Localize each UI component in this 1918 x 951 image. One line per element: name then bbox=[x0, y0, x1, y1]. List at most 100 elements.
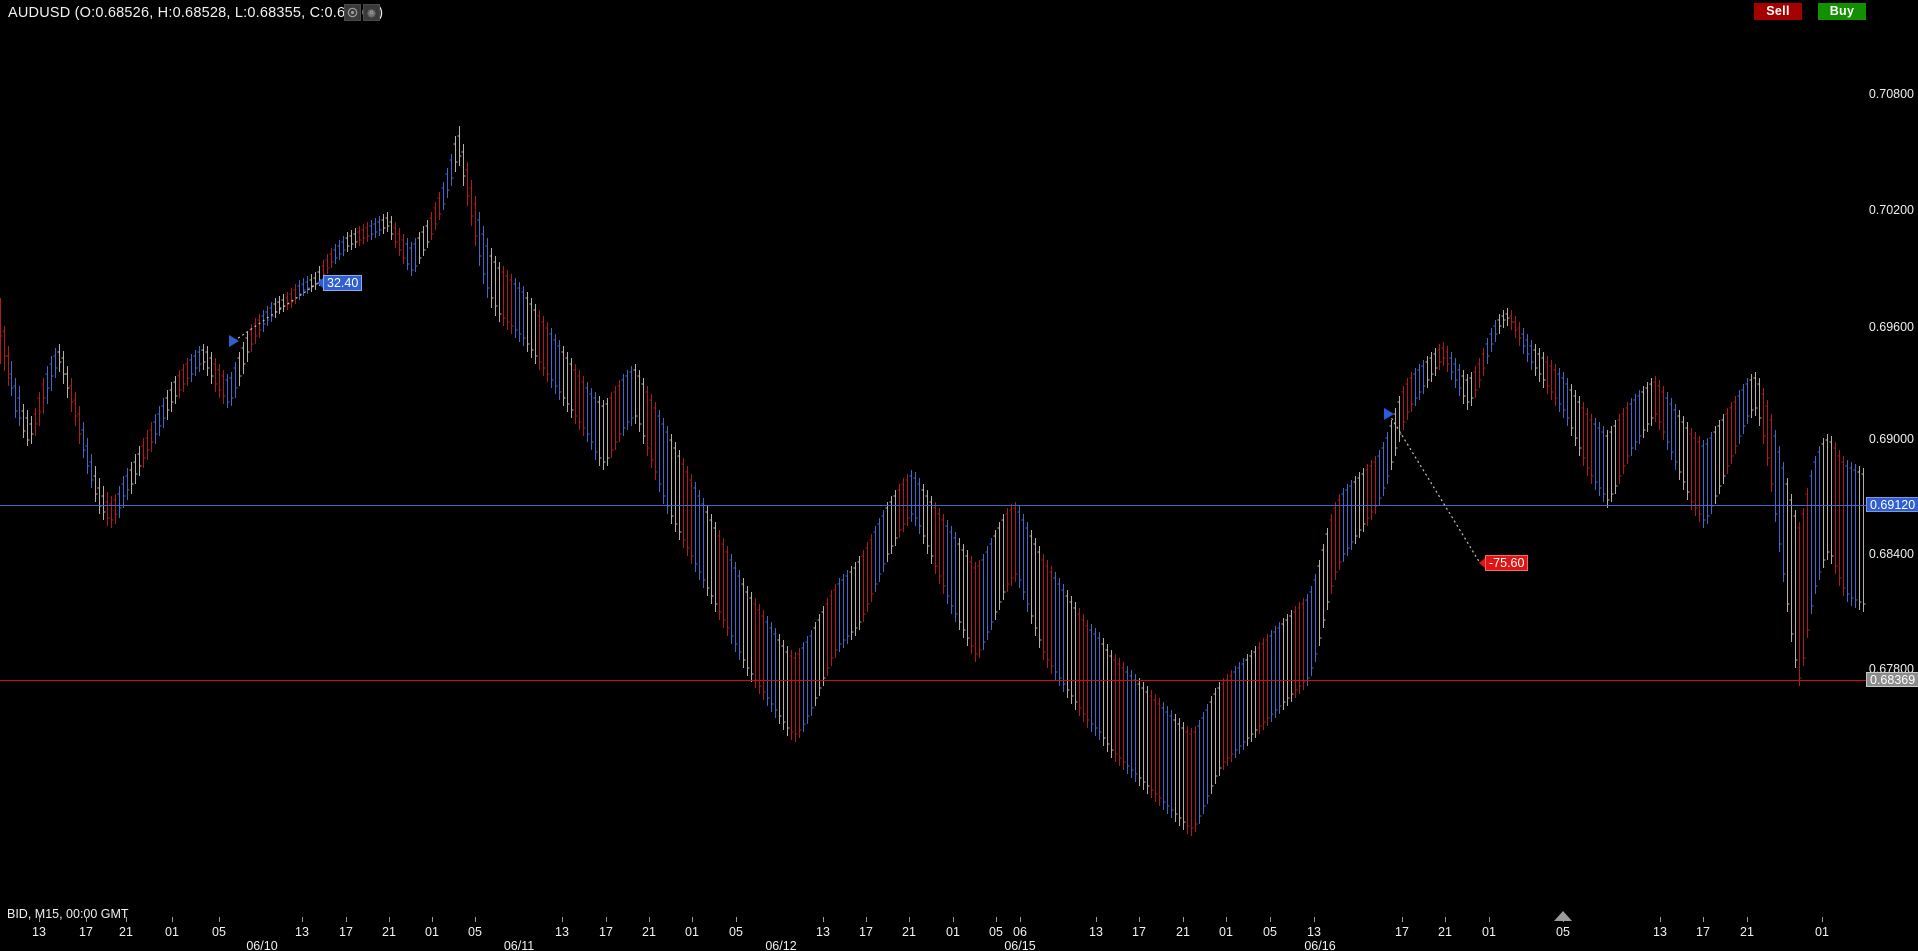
time-tick-label: 13 bbox=[295, 925, 309, 939]
time-tick-mark bbox=[346, 917, 347, 922]
time-tick-mark bbox=[172, 917, 173, 922]
time-date-label: 06/16 bbox=[1304, 939, 1336, 951]
time-tick-label: 17 bbox=[1132, 925, 1146, 939]
time-tick-label: 17 bbox=[1696, 925, 1710, 939]
time-tick-label: 17 bbox=[79, 925, 93, 939]
time-tick-label: 01 bbox=[165, 925, 179, 939]
chart-header: AUDUSD (O:0.68526, H:0.68528, L:0.68355,… bbox=[0, 0, 1918, 26]
trade-loss-label[interactable]: -75.60 bbox=[1485, 555, 1529, 571]
time-tick-label: 05 bbox=[212, 925, 226, 939]
time-tick-label: 13 bbox=[1089, 925, 1103, 939]
time-tick-mark bbox=[302, 917, 303, 922]
time-tick-label: 13 bbox=[1307, 925, 1321, 939]
time-tick-mark bbox=[1747, 917, 1748, 922]
time-tick-label: 13 bbox=[816, 925, 830, 939]
time-tick-label: 01 bbox=[425, 925, 439, 939]
profit-label-arrow bbox=[317, 278, 323, 288]
time-tick-label: 05 bbox=[1556, 925, 1570, 939]
time-tick-mark bbox=[1660, 917, 1661, 922]
time-tick-label: 13 bbox=[32, 925, 46, 939]
time-tick-label: 01 bbox=[1219, 925, 1233, 939]
time-tick-mark bbox=[219, 917, 220, 922]
time-tick-mark bbox=[1226, 917, 1227, 922]
time-tick-label: 13 bbox=[555, 925, 569, 939]
price-tick-label: 0.70800 bbox=[1868, 87, 1914, 101]
time-date-label: 06/15 bbox=[1004, 939, 1036, 951]
time-tick-mark bbox=[909, 917, 910, 922]
time-tick-mark bbox=[1489, 917, 1490, 922]
time-date-label: 06/10 bbox=[246, 939, 278, 951]
time-tick-label: 01 bbox=[1815, 925, 1829, 939]
time-tick-label: 01 bbox=[946, 925, 960, 939]
buy-entry-marker[interactable] bbox=[229, 335, 239, 347]
time-tick-mark bbox=[562, 917, 563, 922]
time-tick-mark bbox=[126, 917, 127, 922]
time-tick-mark bbox=[823, 917, 824, 922]
time-tick-label: 21 bbox=[902, 925, 916, 939]
current-price-level-line[interactable] bbox=[0, 680, 1866, 681]
chart-plot-area[interactable]: 32.40 -75.60 bbox=[0, 26, 1866, 906]
symbol-quote-line: AUDUSD (O:0.68526, H:0.68528, L:0.68355,… bbox=[8, 5, 384, 21]
time-tick-mark bbox=[1270, 917, 1271, 922]
time-date-label: 06/11 bbox=[503, 939, 535, 951]
time-tick-label: 21 bbox=[1176, 925, 1190, 939]
price-tick-label: 0.69000 bbox=[1868, 432, 1914, 446]
time-tick-label: 05 bbox=[1263, 925, 1277, 939]
time-tick-mark bbox=[1563, 917, 1564, 922]
time-tick-mark bbox=[649, 917, 650, 922]
time-tick-label: 17 bbox=[1395, 925, 1409, 939]
eye-icon[interactable] bbox=[344, 4, 361, 21]
time-date-label: 06/12 bbox=[765, 939, 797, 951]
time-tick-mark bbox=[1020, 917, 1021, 922]
time-tick-label: 13 bbox=[1653, 925, 1667, 939]
loss-label-arrow bbox=[1479, 558, 1485, 568]
feed-info-label: BID, M15, 00:00 GMT bbox=[7, 907, 129, 921]
time-tick-mark bbox=[1822, 917, 1823, 922]
pending-order-level-line[interactable] bbox=[0, 505, 1866, 506]
time-tick-label: 05 bbox=[729, 925, 743, 939]
gear-icon[interactable] bbox=[363, 4, 380, 21]
price-tick-label: 0.68400 bbox=[1868, 547, 1914, 561]
time-tick-mark bbox=[1402, 917, 1403, 922]
time-tick-mark bbox=[1183, 917, 1184, 922]
time-tick-mark bbox=[866, 917, 867, 922]
time-tick-label: 17 bbox=[599, 925, 613, 939]
time-tick-label: 21 bbox=[642, 925, 656, 939]
time-tick-mark bbox=[389, 917, 390, 922]
time-axis[interactable]: BID, M15, 00:00 GMT 13 17 21 01 05 13 17 21 01 05… bbox=[0, 906, 1918, 951]
time-tick-mark bbox=[736, 917, 737, 922]
time-tick-mark bbox=[1703, 917, 1704, 922]
price-tick-label: 0.69600 bbox=[1868, 320, 1914, 334]
sell-entry-marker[interactable] bbox=[1384, 408, 1394, 420]
time-tick-mark bbox=[1314, 917, 1315, 922]
time-tick-label: 05 bbox=[989, 925, 1003, 939]
pending-level-price-badge[interactable]: 0.69120 bbox=[1866, 497, 1918, 512]
trade-profit-label[interactable]: 32.40 bbox=[323, 275, 363, 291]
time-tick-label: 17 bbox=[859, 925, 873, 939]
current-price-badge[interactable]: 0.68369 bbox=[1866, 672, 1918, 687]
time-tick-mark bbox=[692, 917, 693, 922]
time-tick-mark bbox=[86, 917, 87, 922]
price-axis[interactable]: 0.70800 0.70200 0.69600 0.69000 0.68400 0.678… bbox=[1866, 26, 1918, 906]
price-bars bbox=[0, 126, 1866, 836]
time-tick-label: 21 bbox=[1740, 925, 1754, 939]
time-tick-mark bbox=[1445, 917, 1446, 922]
time-tick-mark bbox=[996, 917, 997, 922]
time-tick-label: 06 bbox=[1013, 925, 1027, 939]
buy-button[interactable]: Buy bbox=[1818, 3, 1866, 20]
time-tick-label: 17 bbox=[339, 925, 353, 939]
time-tick-mark bbox=[432, 917, 433, 922]
cursor-position-marker bbox=[1554, 911, 1572, 921]
time-tick-mark bbox=[953, 917, 954, 922]
time-tick-mark bbox=[1096, 917, 1097, 922]
time-tick-mark bbox=[475, 917, 476, 922]
price-tick-label: 0.70200 bbox=[1868, 203, 1914, 217]
time-tick-mark bbox=[39, 917, 40, 922]
time-tick-label: 21 bbox=[382, 925, 396, 939]
sell-button[interactable]: Sell bbox=[1754, 3, 1802, 20]
time-tick-label: 21 bbox=[119, 925, 133, 939]
time-tick-label: 05 bbox=[468, 925, 482, 939]
time-tick-mark bbox=[1139, 917, 1140, 922]
time-tick-mark bbox=[606, 917, 607, 922]
